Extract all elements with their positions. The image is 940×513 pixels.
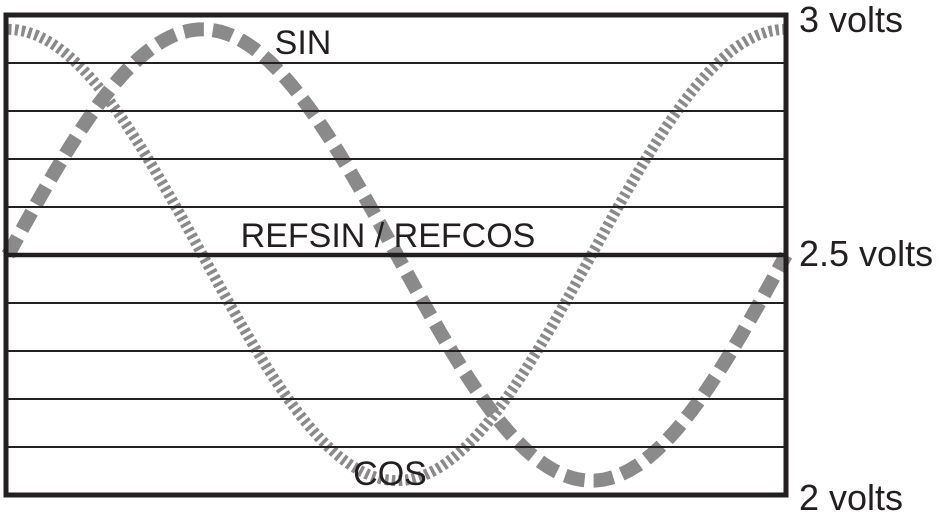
gridlines: [6, 62, 786, 448]
y-axis-label-2v: 2 volts: [799, 477, 903, 513]
y-axis-label-3v: 3 volts: [799, 0, 903, 40]
plot-border: [3, 12, 789, 498]
cos-wave: [8, 23, 786, 487]
cos-wave-label: COS: [353, 455, 427, 493]
y-axis-label-2-5v: 2.5 volts: [799, 233, 933, 274]
sin-wave-label: SIN: [275, 24, 332, 62]
refsin-refcos-label: REFSIN / REFCOS: [241, 217, 536, 255]
